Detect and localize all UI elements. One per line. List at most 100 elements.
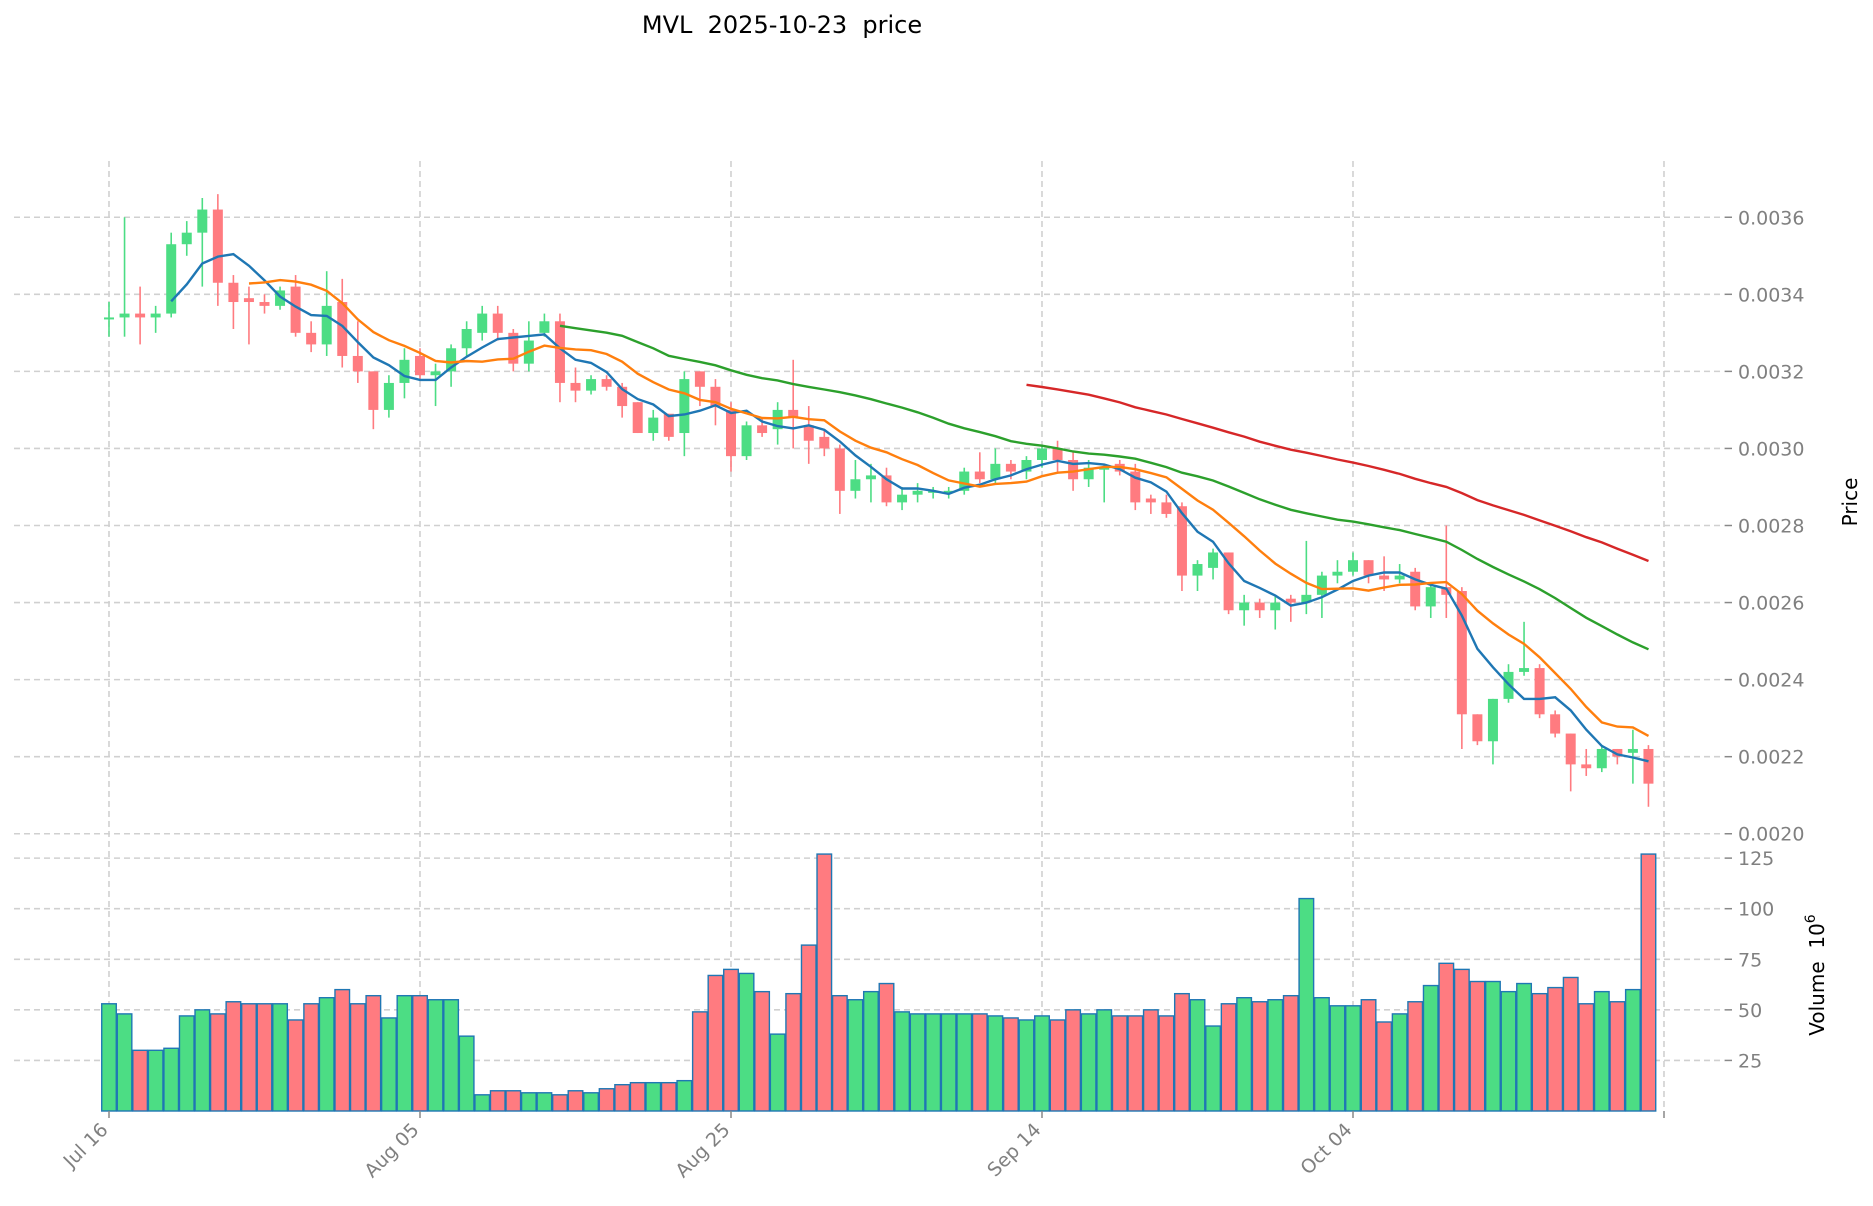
- candle: [881, 467, 892, 507]
- volume-bar: [1407, 1001, 1424, 1112]
- volume-label-text: Volume 10: [1805, 923, 1829, 1036]
- volume-bar: [520, 1092, 537, 1112]
- candle: [1176, 502, 1187, 592]
- moving-average-lines: [170, 252, 1650, 763]
- x-tick-label: Oct 04: [1296, 1119, 1356, 1179]
- candle-body: [461, 328, 472, 349]
- candle: [1052, 440, 1063, 472]
- ma5-line: [170, 252, 1649, 763]
- volume-bar: [240, 1003, 257, 1112]
- volume-bar: [738, 972, 755, 1112]
- volume-bar: [303, 1003, 320, 1112]
- volume-bar: [505, 1090, 522, 1112]
- volume-bar: [707, 974, 724, 1112]
- candle: [1192, 560, 1203, 592]
- volume-bar: [1578, 1003, 1595, 1112]
- candle-body: [663, 413, 674, 437]
- x-tick-label: Sep 14: [983, 1119, 1045, 1181]
- volume-tick-label: 25: [1738, 1050, 1762, 1072]
- candle: [212, 194, 223, 306]
- candle-body: [1487, 698, 1498, 742]
- volume-bar: [1391, 1013, 1408, 1112]
- candle-body: [974, 471, 985, 480]
- candle: [1270, 594, 1281, 630]
- volume-bar: [1547, 986, 1564, 1112]
- candle-body: [710, 386, 721, 407]
- candle-body: [1037, 448, 1047, 460]
- candle: [461, 321, 472, 356]
- candle: [772, 402, 783, 445]
- candle: [741, 421, 752, 460]
- volume-bar: [925, 1013, 942, 1112]
- candle-body: [290, 286, 301, 333]
- candle-body: [819, 436, 830, 449]
- candle: [1519, 621, 1530, 676]
- candle-body: [632, 402, 643, 434]
- candle-body: [1254, 602, 1265, 611]
- volume-bar: [1438, 962, 1455, 1112]
- candle-body: [1348, 560, 1358, 572]
- candle-body: [337, 302, 348, 356]
- candle-body: [1456, 591, 1467, 715]
- candle: [1161, 494, 1172, 518]
- candle: [383, 375, 394, 418]
- volume-bar: [598, 1088, 615, 1112]
- candle-body: [446, 348, 457, 372]
- volume-bar: [443, 999, 460, 1112]
- volume-bar: [101, 1003, 117, 1112]
- candle-body: [694, 371, 705, 387]
- volume-bar: [334, 988, 351, 1112]
- candle-body: [1176, 506, 1187, 576]
- volume-bar: [1236, 997, 1253, 1112]
- candle: [928, 486, 939, 499]
- volume-bar: [1313, 997, 1330, 1112]
- volume-tick-label: 75: [1738, 949, 1762, 971]
- candle: [1316, 571, 1327, 618]
- price-axis-label: Price: [1838, 478, 1862, 527]
- ma60-line: [1026, 383, 1649, 563]
- price-tick-label: 0.0028: [1738, 515, 1804, 537]
- candle: [1565, 733, 1576, 792]
- candle-body: [943, 490, 954, 493]
- volume-bar: [723, 968, 739, 1112]
- candle-body: [803, 425, 814, 441]
- volume-bar: [272, 1003, 289, 1112]
- volume-bar: [1469, 980, 1486, 1112]
- candle-body: [1005, 463, 1016, 472]
- candle-body: [586, 379, 597, 391]
- candle: [523, 321, 534, 372]
- candle-body: [1425, 587, 1436, 607]
- candle-body: [757, 425, 768, 434]
- volume-bar: [380, 1017, 397, 1112]
- volume-bar: [147, 1049, 164, 1112]
- candle-body: [1627, 748, 1638, 753]
- candle: [601, 375, 612, 391]
- candle-body: [1596, 748, 1607, 769]
- candle: [228, 275, 239, 329]
- candle-body: [850, 479, 861, 491]
- volume-bar: [536, 1092, 553, 1112]
- price-tick-label: 0.0032: [1738, 361, 1804, 383]
- candle-body: [648, 417, 659, 434]
- candle-body: [1192, 564, 1203, 576]
- candle: [974, 452, 985, 484]
- volume-bar: [691, 1011, 708, 1112]
- candle-body: [1068, 459, 1079, 480]
- volume-bar: [458, 1035, 475, 1112]
- candle: [865, 463, 876, 503]
- candle-body: [1239, 602, 1250, 611]
- volume-bar: [1609, 1001, 1626, 1112]
- volume-bar: [1002, 1017, 1019, 1112]
- candle: [181, 221, 192, 256]
- price-tick-label: 0.0034: [1738, 284, 1804, 306]
- candle: [1099, 463, 1110, 503]
- candle: [1487, 698, 1498, 765]
- volume-bar: [1034, 1015, 1050, 1112]
- volume-bar: [1516, 982, 1533, 1112]
- candle-body: [570, 382, 581, 391]
- price-tick-label: 0.0024: [1738, 670, 1804, 692]
- candle-body: [135, 313, 146, 318]
- price-tick-label: 0.0030: [1738, 438, 1804, 460]
- candle-body: [197, 209, 208, 233]
- candle-body: [1130, 471, 1141, 503]
